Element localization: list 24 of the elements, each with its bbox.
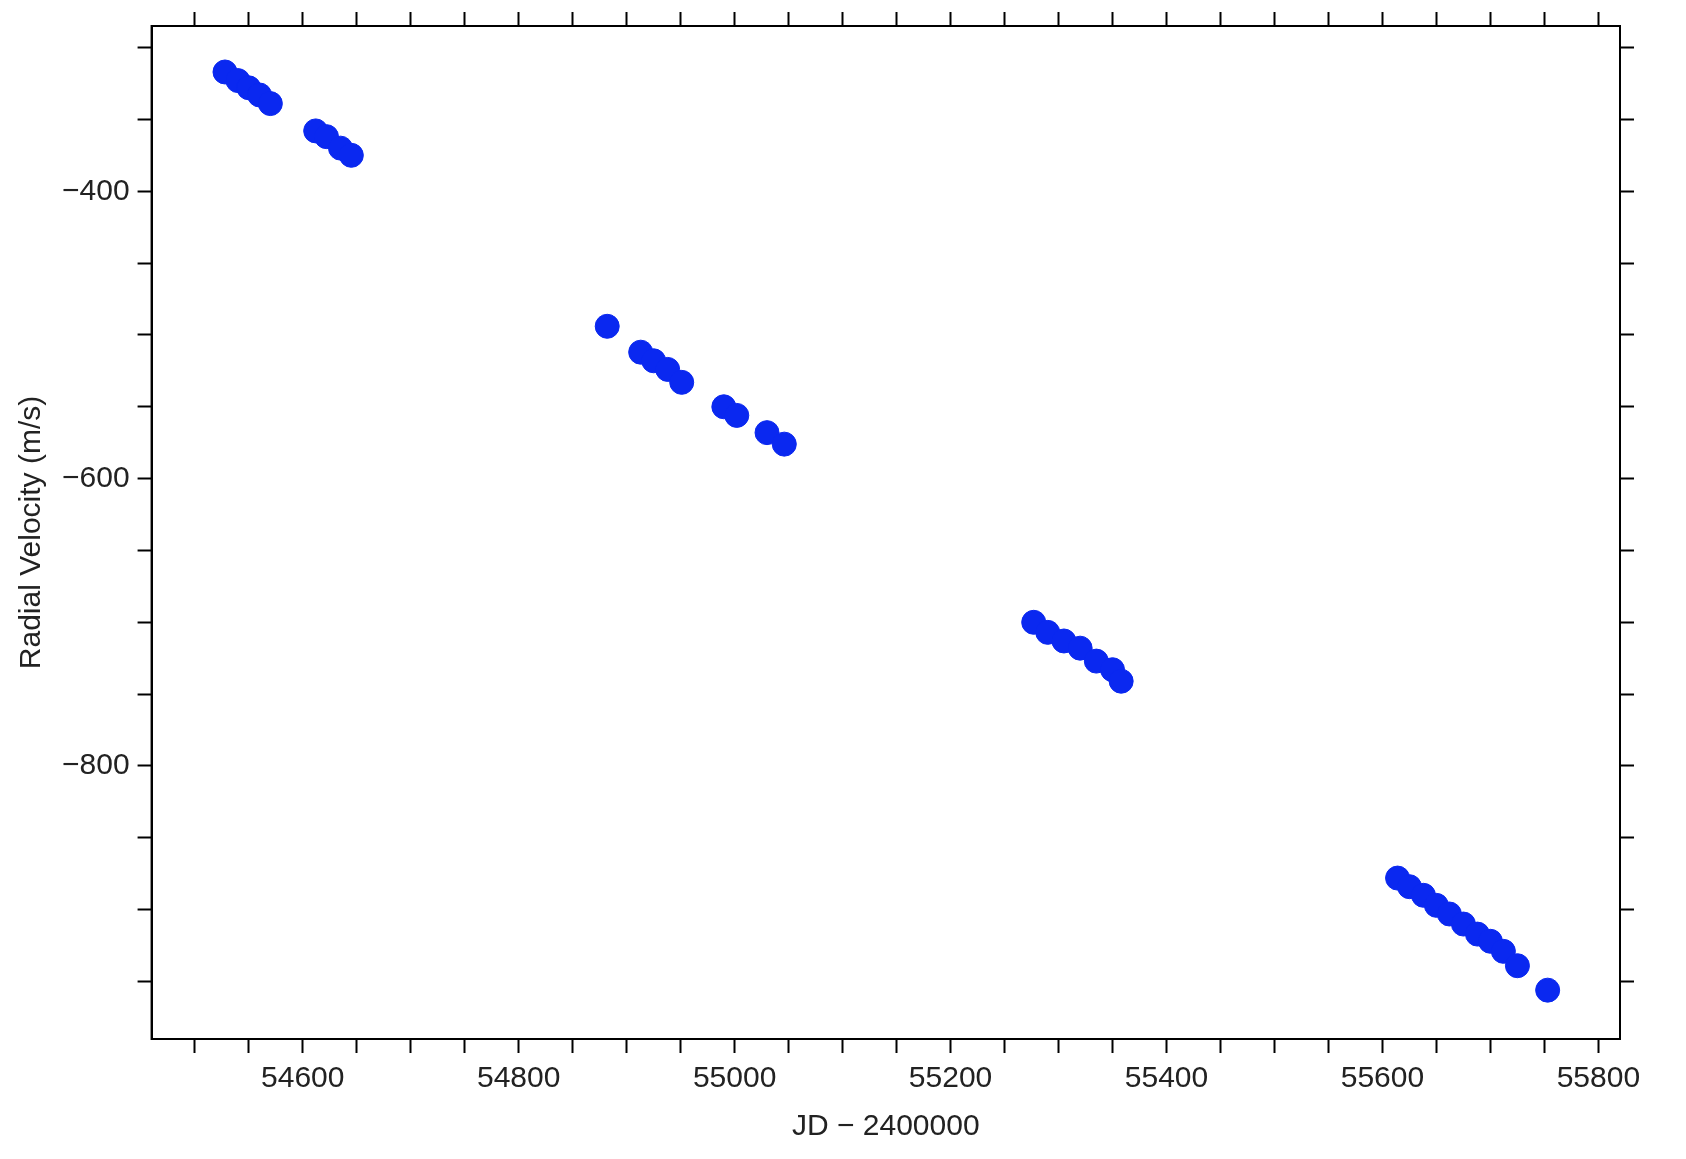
x-tick-label: 55400 <box>1124 1060 1209 1094</box>
point <box>669 369 695 395</box>
x-axis-title: JD − 2400000 <box>791 1108 980 1142</box>
x-tick-label: 54800 <box>476 1060 561 1094</box>
y-axis-title: Radial Velocity (m/s) <box>13 395 47 670</box>
point <box>594 313 620 339</box>
point <box>1535 977 1561 1003</box>
x-tick-label: 55600 <box>1340 1060 1425 1094</box>
y-tick-label: −600 <box>62 459 130 493</box>
point <box>1108 668 1134 694</box>
point <box>1067 635 1093 661</box>
point <box>257 91 283 117</box>
y-tick-label: −400 <box>62 172 130 206</box>
x-tick-label: 55800 <box>1556 1060 1641 1094</box>
point <box>771 431 797 457</box>
x-tick-label: 54600 <box>261 1060 345 1094</box>
x-tick-label: 55000 <box>692 1060 777 1094</box>
point <box>338 142 364 168</box>
point <box>754 420 780 446</box>
x-tick-label: 55200 <box>908 1060 993 1094</box>
point <box>1504 953 1530 979</box>
y-tick-label: −800 <box>62 747 130 781</box>
point <box>1490 938 1516 964</box>
point <box>724 402 750 428</box>
